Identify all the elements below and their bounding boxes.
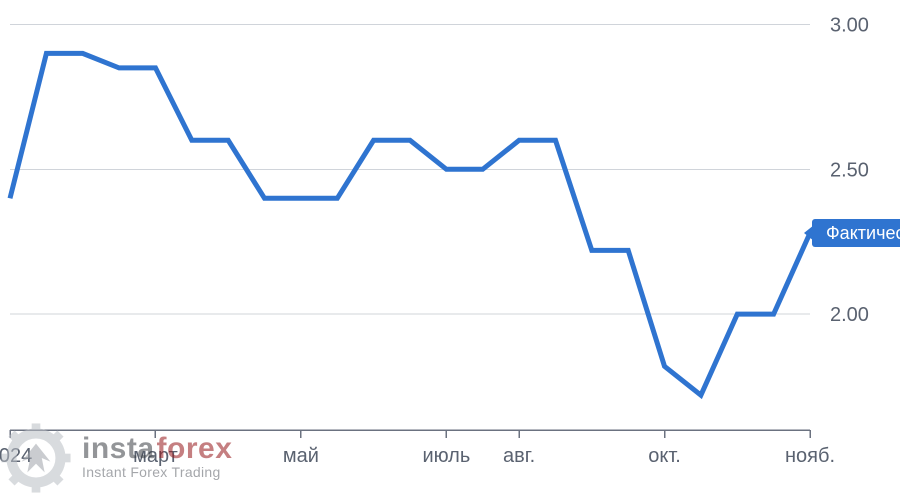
series-actual: [10, 53, 810, 395]
watermark: instaforex Instant Forex Trading: [0, 422, 232, 494]
x-axis-label: май: [283, 445, 319, 467]
y-axis-label: 3.00: [830, 14, 869, 36]
watermark-brand-primary: insta: [82, 432, 155, 466]
x-axis-label: окт.: [648, 445, 681, 467]
y-axis-label: 2.50: [830, 159, 869, 181]
chart-container: 2.002.503.00 2024мартмайиюльавг.окт.нояб…: [0, 0, 900, 500]
x-axis-label: авг.: [503, 445, 535, 467]
watermark-logo-icon: [0, 422, 72, 494]
series-tooltip-actual: Фактическое: [812, 219, 900, 247]
y-axis-label: 2.00: [830, 304, 869, 326]
watermark-text: instaforex Instant Forex Trading: [82, 436, 232, 480]
x-axis-label: нояб.: [785, 445, 835, 467]
watermark-tagline: Instant Forex Trading: [82, 464, 232, 480]
x-axis-label: июль: [422, 445, 470, 467]
watermark-brand-secondary: forex: [157, 432, 233, 466]
tooltip-label: Фактическое: [826, 223, 900, 243]
